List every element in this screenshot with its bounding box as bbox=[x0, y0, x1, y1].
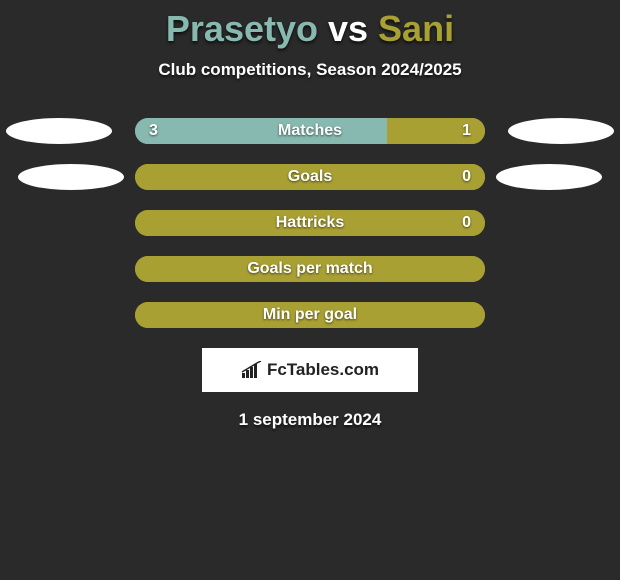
chart-icon bbox=[241, 361, 263, 379]
stat-label: Goals bbox=[288, 168, 332, 186]
stat-label: Hattricks bbox=[276, 214, 344, 232]
vs-text: vs bbox=[318, 8, 378, 49]
player2-oval bbox=[496, 164, 602, 190]
player1-oval bbox=[6, 118, 112, 144]
stat-row: Goals per match bbox=[0, 256, 620, 282]
stat-bar: 0 Goals bbox=[135, 164, 485, 190]
stat-value-right: 0 bbox=[462, 168, 471, 186]
stat-bar: Goals per match bbox=[135, 256, 485, 282]
stat-bar: Min per goal bbox=[135, 302, 485, 328]
stat-value-right: 0 bbox=[462, 214, 471, 232]
stat-row: 3 1 Matches bbox=[0, 118, 620, 144]
player2-name: Sani bbox=[378, 8, 454, 49]
player2-oval bbox=[508, 118, 614, 144]
stat-bar: 0 Hattricks bbox=[135, 210, 485, 236]
comparison-chart: 3 1 Matches 0 Goals 0 Hattricks Goals per match… bbox=[0, 118, 620, 328]
stat-bar: 3 1 Matches bbox=[135, 118, 485, 144]
stat-value-right: 1 bbox=[462, 122, 471, 140]
stat-label: Min per goal bbox=[263, 306, 357, 324]
logo-text: FcTables.com bbox=[267, 360, 379, 380]
subtitle: Club competitions, Season 2024/2025 bbox=[0, 60, 620, 80]
bar-fill-left bbox=[135, 118, 387, 144]
stat-label: Goals per match bbox=[247, 260, 372, 278]
date-text: 1 september 2024 bbox=[0, 410, 620, 430]
stat-value-left: 3 bbox=[149, 122, 158, 140]
page-title: Prasetyo vs Sani bbox=[0, 0, 620, 50]
logo-box: FcTables.com bbox=[202, 348, 418, 392]
stat-row: Min per goal bbox=[0, 302, 620, 328]
player1-oval bbox=[18, 164, 124, 190]
stat-row: 0 Goals bbox=[0, 164, 620, 190]
stat-label: Matches bbox=[278, 122, 342, 140]
player1-name: Prasetyo bbox=[166, 8, 318, 49]
logo-inner: FcTables.com bbox=[241, 360, 379, 380]
stat-row: 0 Hattricks bbox=[0, 210, 620, 236]
